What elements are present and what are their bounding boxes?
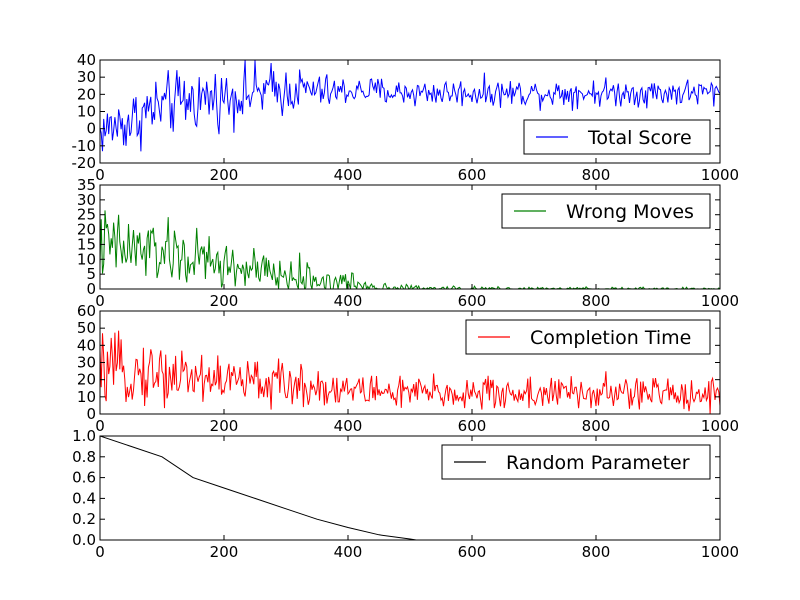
y-tick-label: 10 [77, 250, 96, 268]
legend-box [441, 444, 711, 480]
x-tick-label: 200 [210, 292, 239, 310]
subplot-3: 0 200 400 600 800 10000102030405060Completion… [77, 302, 739, 435]
y-tick-label: 0 [86, 405, 96, 423]
y-tick-label: 50 [77, 319, 96, 337]
axes-frame-2 [99, 184, 721, 290]
x-tick-label: 0 [95, 166, 105, 184]
x-tick-label: 400 [334, 166, 363, 184]
y-tick-label: 15 [77, 235, 96, 253]
legend-2: Wrong Moves [501, 193, 711, 229]
x-tick-label: 800 [582, 166, 611, 184]
y-tick-label: 10 [77, 388, 96, 406]
y-tick-label: 0 [86, 280, 96, 298]
legend-label: Completion Time [530, 327, 691, 349]
y-tick-label: -20 [72, 154, 97, 172]
x-tick-label: 600 [458, 543, 487, 561]
x-tick-label: 1000 [701, 417, 739, 435]
x-tick-label: 800 [582, 292, 611, 310]
x-tick-label: 600 [458, 166, 487, 184]
x-tick-label: 600 [458, 292, 487, 310]
legend-label: Total Score [587, 127, 692, 149]
x-tick-label: 400 [334, 292, 363, 310]
y-tick-label: 25 [77, 206, 96, 224]
y-tick-label: 40 [77, 51, 96, 69]
y-tick-label: 0.0 [72, 531, 96, 549]
y-tick-label: 0.2 [72, 510, 96, 528]
series-line-4 [100, 436, 720, 540]
y-tick-label: 20 [77, 85, 96, 103]
y-tick-label: 5 [86, 265, 96, 283]
y-tick-label: 30 [77, 191, 96, 209]
series-line-3 [100, 330, 720, 414]
legend-1: Total Score [523, 119, 711, 155]
x-tick-label: 200 [210, 417, 239, 435]
x-tick-label: 800 [582, 417, 611, 435]
y-tick-label: 0.8 [72, 448, 96, 466]
x-tick-label: 0 [95, 417, 105, 435]
y-tick-label: 0.4 [72, 489, 96, 507]
legend-3: Completion Time [465, 319, 711, 355]
legend-label: Wrong Moves [566, 201, 694, 223]
y-tick-label: 35 [77, 176, 96, 194]
y-tick-label: 30 [77, 68, 96, 86]
series-line-1 [100, 60, 720, 152]
x-tick-label: 800 [582, 543, 611, 561]
legend-label: Random Parameter [506, 452, 690, 474]
x-tick-label: 1000 [701, 543, 739, 561]
y-tick-label: 0.6 [72, 469, 96, 487]
y-tick-label: -10 [72, 137, 97, 155]
x-tick-label: 200 [210, 543, 239, 561]
x-tick-label: 400 [334, 417, 363, 435]
y-tick-label: 20 [77, 371, 96, 389]
y-tick-label: 20 [77, 221, 96, 239]
y-tick-label: 1.0 [72, 427, 96, 445]
legend-4: Random Parameter [441, 444, 711, 480]
x-tick-label: 200 [210, 166, 239, 184]
y-tick-label: 10 [77, 103, 96, 121]
y-tick-label: 0 [86, 120, 96, 138]
y-tick-label: 40 [77, 336, 96, 354]
x-tick-label: 1000 [701, 292, 739, 310]
axes-frame-4 [99, 435, 721, 541]
x-tick-label: 0 [95, 292, 105, 310]
subplot-4: 0 200 400 600 800 1000 0.0 0.2 0.4 0.6 0.8 1.0 Rando… [72, 427, 739, 561]
x-tick-label: 0 [95, 543, 105, 561]
y-tick-label: 60 [77, 302, 96, 320]
x-tick-label: 600 [458, 417, 487, 435]
x-tick-label: 400 [334, 543, 363, 561]
y-tick-label: 30 [77, 354, 96, 372]
x-tick-label: 1000 [701, 166, 739, 184]
